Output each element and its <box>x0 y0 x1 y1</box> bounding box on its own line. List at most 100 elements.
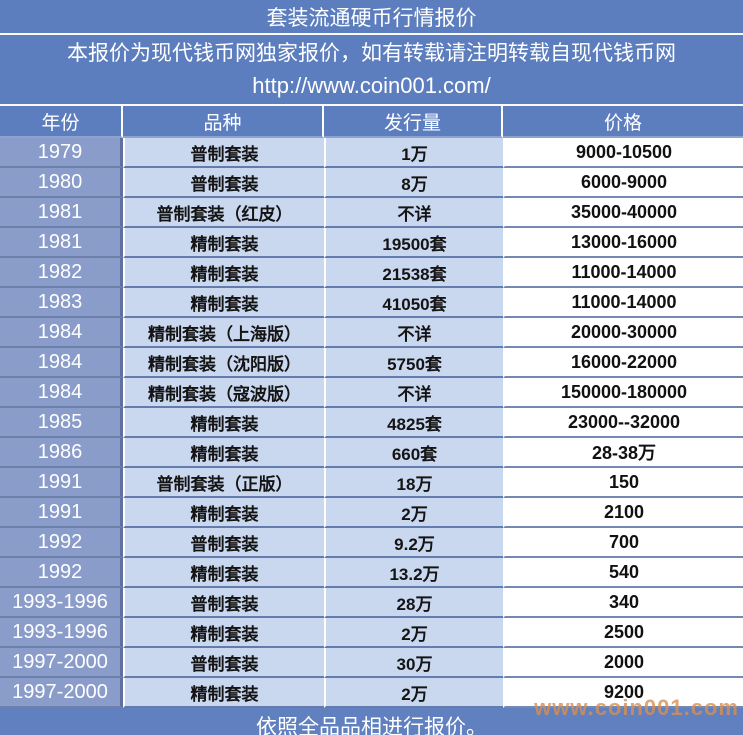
cell-price: 2000 <box>503 648 743 678</box>
cell-mintage: 2万 <box>324 498 503 528</box>
cell-mintage: 21538套 <box>324 258 503 288</box>
cell-variety: 精制套装 <box>123 498 324 528</box>
cell-year: 1983 <box>0 288 123 318</box>
cell-year: 1980 <box>0 168 123 198</box>
cell-year: 1981 <box>0 228 123 258</box>
page-title: 套装流通硬币行情报价 <box>0 0 743 33</box>
cell-year: 1993-1996 <box>0 588 123 618</box>
copyright-notice: 本报价为现代钱币网独家报价，如有转载请注明转载自现代钱币网 <box>67 41 676 65</box>
cell-price: 9200 <box>503 678 743 708</box>
table-row: 1997-2000 普制套装 30万 2000 <box>0 648 743 678</box>
table-body: 1979 普制套装 1万 9000-10500 1980 普制套装 8万 6000-9000 1… <box>0 138 743 708</box>
cell-year: 1982 <box>0 258 123 288</box>
cell-variety: 精制套装（沈阳版） <box>123 348 324 378</box>
cell-price: 13000-16000 <box>503 228 743 258</box>
table-header-row: 年份 品种 发行量 价格 <box>0 106 743 138</box>
table-row: 1981 精制套装 19500套 13000-16000 <box>0 228 743 258</box>
cell-variety: 精制套装（上海版） <box>123 318 324 348</box>
cell-year: 1992 <box>0 558 123 588</box>
table-row: 1986 精制套装 660套 28-38万 <box>0 438 743 468</box>
table-row: 1982 精制套装 21538套 11000-14000 <box>0 258 743 288</box>
table-row: 1997-2000 精制套装 2万 9200 <box>0 678 743 708</box>
cell-mintage: 9.2万 <box>324 528 503 558</box>
cell-year: 1992 <box>0 528 123 558</box>
cell-mintage: 18万 <box>324 468 503 498</box>
table-row: 1992 精制套装 13.2万 540 <box>0 558 743 588</box>
table-row: 1981 普制套装（红皮） 不详 35000-40000 <box>0 198 743 228</box>
cell-year: 1979 <box>0 138 123 168</box>
cell-mintage: 19500套 <box>324 228 503 258</box>
table-row: 1985 精制套装 4825套 23000--32000 <box>0 408 743 438</box>
cell-price: 6000-9000 <box>503 168 743 198</box>
cell-mintage: 2万 <box>324 618 503 648</box>
cell-variety: 普制套装（红皮） <box>123 198 324 228</box>
cell-mintage: 4825套 <box>324 408 503 438</box>
cell-price: 2500 <box>503 618 743 648</box>
cell-variety: 精制套装 <box>123 678 324 708</box>
cell-year: 1997-2000 <box>0 648 123 678</box>
cell-mintage: 30万 <box>324 648 503 678</box>
cell-variety: 普制套装 <box>123 528 324 558</box>
site-url: http://www.coin001.com/ <box>252 72 491 98</box>
table-row: 1984 精制套装（上海版） 不详 20000-30000 <box>0 318 743 348</box>
cell-mintage: 2万 <box>324 678 503 708</box>
divider-under-subtitle <box>0 104 743 106</box>
cell-year: 1984 <box>0 378 123 408</box>
table-row: 1983 精制套装 41050套 11000-14000 <box>0 288 743 318</box>
cell-mintage: 1万 <box>324 138 503 168</box>
cell-price: 540 <box>503 558 743 588</box>
cell-mintage: 8万 <box>324 168 503 198</box>
cell-variety: 普制套装 <box>123 138 324 168</box>
cell-mintage: 41050套 <box>324 288 503 318</box>
cell-year: 1984 <box>0 348 123 378</box>
page-title-text: 套装流通硬币行情报价 <box>266 6 477 30</box>
cell-year: 1986 <box>0 438 123 468</box>
cell-price: 150000-180000 <box>503 378 743 408</box>
cell-mintage: 28万 <box>324 588 503 618</box>
table-row: 1991 精制套装 2万 2100 <box>0 498 743 528</box>
cell-price: 340 <box>503 588 743 618</box>
subtitle-block: 本报价为现代钱币网独家报价，如有转载请注明转载自现代钱币网 http://www… <box>0 35 743 104</box>
cell-variety: 精制套装 <box>123 228 324 258</box>
cell-price: 16000-22000 <box>503 348 743 378</box>
cell-year: 1991 <box>0 468 123 498</box>
header-mintage: 发行量 <box>324 106 503 138</box>
table-row: 1993-1996 普制套装 28万 340 <box>0 588 743 618</box>
cell-variety: 精制套装（寇波版） <box>123 378 324 408</box>
divider-under-title <box>0 33 743 35</box>
cell-variety: 精制套装 <box>123 558 324 588</box>
cell-mintage: 660套 <box>324 438 503 468</box>
cell-price: 28-38万 <box>503 438 743 468</box>
cell-variety: 精制套装 <box>123 438 324 468</box>
cell-mintage: 不详 <box>324 198 503 228</box>
cell-variety: 精制套装 <box>123 258 324 288</box>
cell-price: 20000-30000 <box>503 318 743 348</box>
cell-price: 23000--32000 <box>503 408 743 438</box>
cell-year: 1981 <box>0 198 123 228</box>
table-row: 1984 精制套装（寇波版） 不详 150000-180000 <box>0 378 743 408</box>
cell-year: 1997-2000 <box>0 678 123 708</box>
cell-variety: 普制套装 <box>123 588 324 618</box>
cell-mintage: 13.2万 <box>324 558 503 588</box>
cell-price: 35000-40000 <box>503 198 743 228</box>
header-price: 价格 <box>503 106 743 138</box>
cell-price: 11000-14000 <box>503 288 743 318</box>
cell-price: 9000-10500 <box>503 138 743 168</box>
footer-note: 依照全品品相进行报价。 <box>0 708 743 735</box>
cell-price: 2100 <box>503 498 743 528</box>
cell-mintage: 不详 <box>324 318 503 348</box>
cell-mintage: 不详 <box>324 378 503 408</box>
cell-variety: 精制套装 <box>123 288 324 318</box>
header-year: 年份 <box>0 106 123 138</box>
table-row: 1979 普制套装 1万 9000-10500 <box>0 138 743 168</box>
table-row: 1993-1996 精制套装 2万 2500 <box>0 618 743 648</box>
cell-variety: 普制套装（正版） <box>123 468 324 498</box>
cell-year: 1984 <box>0 318 123 348</box>
cell-price: 11000-14000 <box>503 258 743 288</box>
cell-variety: 精制套装 <box>123 618 324 648</box>
cell-year: 1985 <box>0 408 123 438</box>
footer-note-text: 依照全品品相进行报价。 <box>256 716 487 735</box>
table-row: 1980 普制套装 8万 6000-9000 <box>0 168 743 198</box>
table-row: 1984 精制套装（沈阳版） 5750套 16000-22000 <box>0 348 743 378</box>
